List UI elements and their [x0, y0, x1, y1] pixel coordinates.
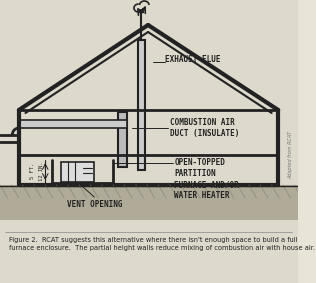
Text: 5 FT.: 5 FT.: [30, 163, 34, 179]
Text: Figure 2.  RCAT suggests this alternative where there isn't enough space to buil: Figure 2. RCAT suggests this alternative…: [9, 237, 315, 251]
Bar: [61, 162, 94, 182]
Text: 12 IN.: 12 IN.: [39, 161, 44, 181]
Bar: [138, 40, 145, 170]
Text: EXHAUST FLUE: EXHAUST FLUE: [165, 55, 221, 64]
Bar: [19, 120, 127, 128]
Text: COMBUSTION AIR
DUCT (INSULATE): COMBUSTION AIR DUCT (INSULATE): [170, 118, 239, 138]
Text: VENT OPENING: VENT OPENING: [67, 200, 122, 209]
Text: Adapted from RCAT: Adapted from RCAT: [288, 131, 293, 179]
Polygon shape: [0, 185, 298, 220]
Text: OPEN-TOPPED
PARTITION
FURNACE AND/OR
WATER HEATER: OPEN-TOPPED PARTITION FURNACE AND/OR WAT…: [174, 158, 239, 200]
Bar: [118, 112, 127, 167]
